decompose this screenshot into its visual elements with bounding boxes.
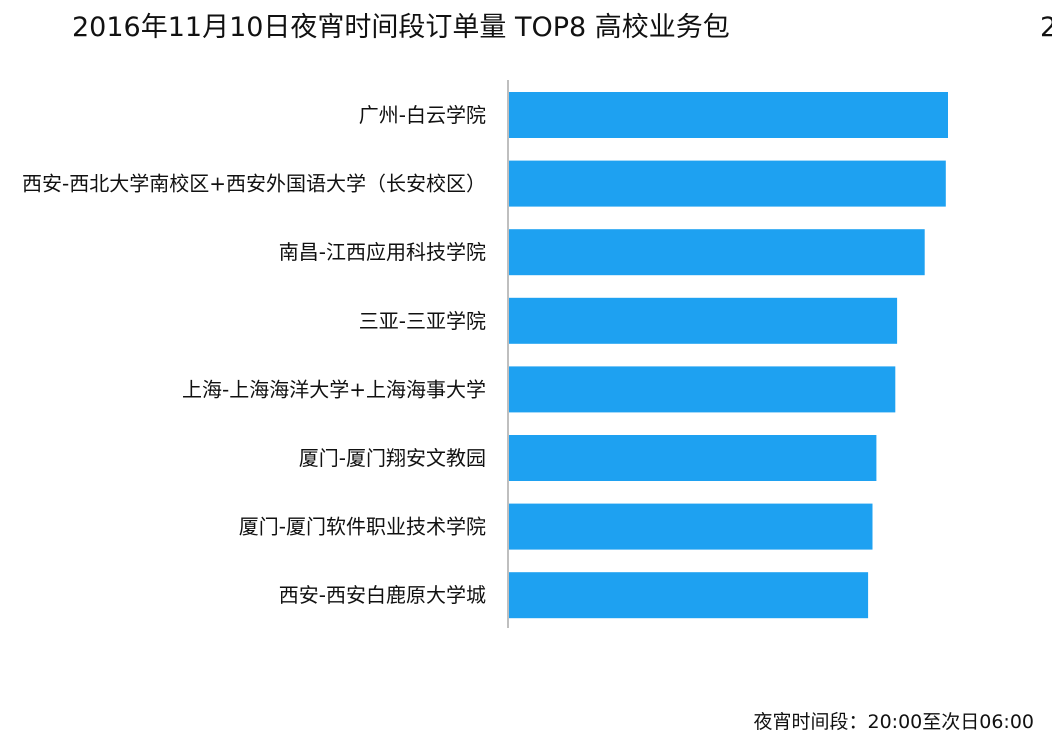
category-label: 厦门-厦门软件职业技术学院	[239, 515, 486, 539]
bar	[509, 366, 896, 413]
category-label: 上海-上海海洋大学+上海海事大学	[182, 377, 486, 401]
bar	[509, 572, 869, 619]
category-label: 南昌-江西应用科技学院	[279, 240, 486, 264]
bar	[509, 160, 946, 207]
bar	[509, 92, 948, 138]
category-label: 厦门-厦门翔安文教园	[299, 446, 486, 470]
category-label: 三亚-三亚学院	[359, 309, 486, 333]
bar	[509, 503, 873, 550]
chart-title: 2016年11月10日夜宵时间段订单量 TOP8 高校业务包	[72, 12, 730, 43]
category-label: 西安-西北大学南校区+西安外国语大学（长安校区）	[22, 172, 486, 196]
footnote: 夜宵时间段：20:00至次日06:00	[753, 711, 1034, 733]
bar	[509, 435, 877, 481]
category-label: 广州-白云学院	[359, 103, 486, 127]
category-label: 西安-西安白鹿原大学城	[279, 583, 486, 607]
bar	[509, 297, 898, 344]
bar	[509, 229, 925, 276]
page-mark: 2	[1040, 12, 1052, 43]
